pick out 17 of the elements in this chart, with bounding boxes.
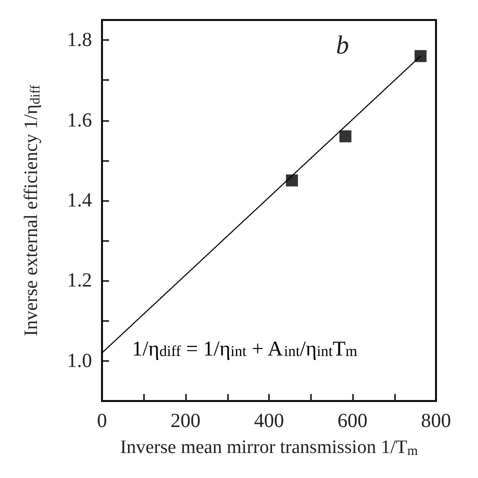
x-axis-title: Inverse mean mirror transmission 1/Tm xyxy=(120,436,418,458)
point xyxy=(286,174,298,186)
point xyxy=(414,50,427,62)
y-axis-title: Inverse external efficiency 1/ηdiff xyxy=(21,84,42,336)
y-tick-label: 1.4 xyxy=(67,189,92,212)
point xyxy=(339,130,352,142)
y-tick-label: 1.2 xyxy=(67,270,92,292)
annotation: b xyxy=(336,30,349,60)
y-tick-label: 1.6 xyxy=(67,109,92,132)
x-tick-label: 800 xyxy=(421,410,451,432)
x-tick-label: 200 xyxy=(170,410,200,432)
x-tick-label: 400 xyxy=(254,410,284,432)
y-tick-label: 1.8 xyxy=(67,29,92,52)
text: 1/ηdiff = 1/ηint + Aint/ηintTm xyxy=(132,336,358,360)
x-tick-label: 600 xyxy=(338,410,368,432)
y-tick-label: 1.0 xyxy=(67,350,92,372)
x-tick-label: 0 xyxy=(97,410,107,432)
